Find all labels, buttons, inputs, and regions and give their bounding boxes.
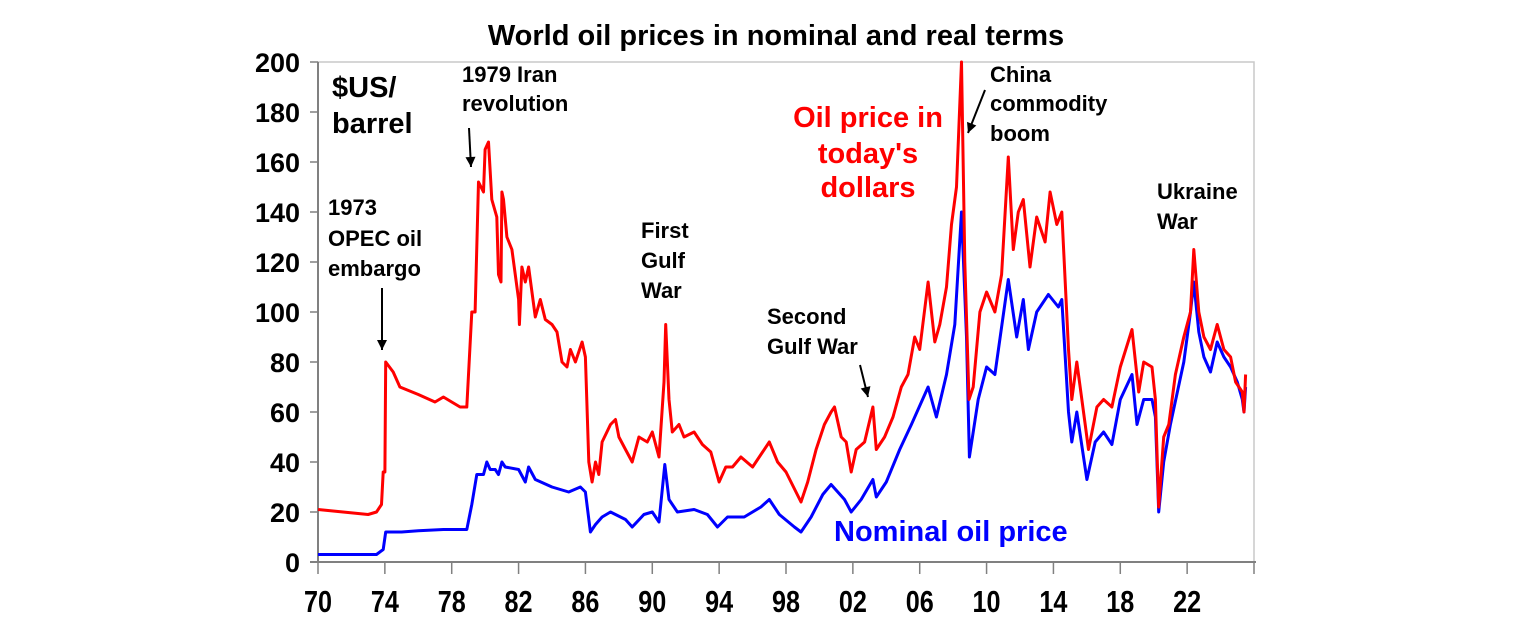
svg-text:1979 Iran: 1979 Iran xyxy=(462,62,557,87)
y-tick-label: 200 xyxy=(255,48,300,78)
x-tick-label: 14 xyxy=(1039,585,1067,619)
svg-text:revolution: revolution xyxy=(462,91,568,116)
svg-text:commodity: commodity xyxy=(990,91,1108,116)
x-tick-label: 74 xyxy=(371,585,399,619)
y-tick-label: 80 xyxy=(270,348,300,378)
series-label-nominal: Nominal oil price xyxy=(834,516,1068,548)
annotation-ukraine-war: Ukraine War xyxy=(1157,179,1238,234)
svg-text:Oil price in: Oil price in xyxy=(793,102,943,134)
x-tick-label: 18 xyxy=(1106,585,1134,619)
svg-text:$US/: $US/ xyxy=(332,72,396,104)
y-tick-label: 180 xyxy=(255,98,300,128)
svg-text:embargo: embargo xyxy=(328,256,421,281)
arrowhead-icon xyxy=(860,386,871,397)
annotation-second-gulf-war: Second Gulf War xyxy=(767,304,871,398)
arrowhead-icon xyxy=(377,340,387,350)
svg-text:barrel: barrel xyxy=(332,108,413,140)
annotation-first-gulf-war: First Gulf War xyxy=(641,218,689,303)
x-tick-label: 90 xyxy=(638,585,666,619)
annotation-1973-opec: 1973 OPEC oil embargo xyxy=(328,195,422,350)
annotation-1979-iran: 1979 Iran revolution xyxy=(462,62,568,168)
svg-text:War: War xyxy=(1157,209,1198,234)
x-tick-label: 82 xyxy=(505,585,533,619)
svg-text:China: China xyxy=(990,62,1052,87)
y-axis-unit-label: $US/ barrel xyxy=(332,72,413,140)
y-tick-label: 0 xyxy=(285,548,300,578)
series-line-real xyxy=(317,60,1248,516)
y-tick-label: 20 xyxy=(270,498,300,528)
x-tick-label: 70 xyxy=(304,585,332,619)
arrowhead-icon xyxy=(465,156,476,167)
series-line-nominal xyxy=(318,210,1248,556)
svg-text:boom: boom xyxy=(990,121,1050,146)
y-tick-label: 140 xyxy=(255,198,300,228)
chart-title: World oil prices in nominal and real ter… xyxy=(488,20,1064,52)
x-tick-label: 22 xyxy=(1173,585,1201,619)
svg-text:First: First xyxy=(641,218,689,243)
svg-text:OPEC oil: OPEC oil xyxy=(328,226,422,251)
svg-text:Gulf: Gulf xyxy=(641,248,686,273)
y-tick-label: 100 xyxy=(255,298,300,328)
y-tick-label: 40 xyxy=(270,448,300,478)
svg-text:Nominal oil price: Nominal oil price xyxy=(834,516,1068,548)
y-tick-label: 60 xyxy=(270,398,300,428)
svg-text:War: War xyxy=(641,278,682,303)
y-tick-label: 120 xyxy=(255,248,300,278)
svg-text:dollars: dollars xyxy=(820,172,915,204)
x-tick-label: 94 xyxy=(705,585,733,619)
annotation-china-boom: China commodity boom xyxy=(967,62,1108,146)
x-tick-label: 06 xyxy=(906,585,934,619)
y-tick-label: 160 xyxy=(255,148,300,178)
x-tick-label: 10 xyxy=(973,585,1001,619)
x-tick-label: 98 xyxy=(772,585,800,619)
svg-text:Ukraine: Ukraine xyxy=(1157,179,1238,204)
x-tick-label: 02 xyxy=(839,585,867,619)
x-tick-label: 86 xyxy=(571,585,599,619)
x-tick-label: 78 xyxy=(438,585,466,619)
svg-text:Gulf War: Gulf War xyxy=(767,334,858,359)
svg-text:Second: Second xyxy=(767,304,846,329)
svg-text:today's: today's xyxy=(818,138,918,170)
svg-text:1973: 1973 xyxy=(328,195,377,220)
arrowhead-icon xyxy=(967,121,977,133)
